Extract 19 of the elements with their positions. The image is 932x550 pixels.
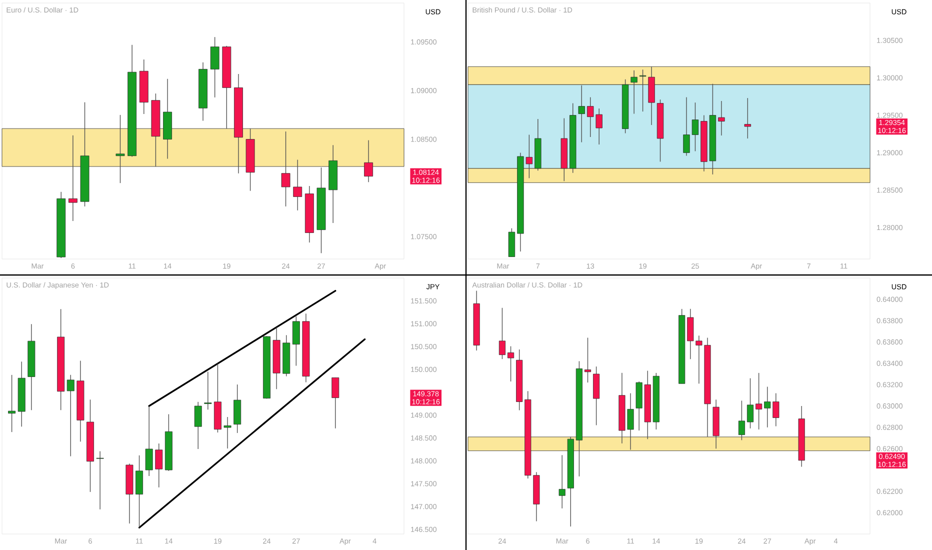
candlestick: [718, 100, 725, 136]
candlestick: [746, 378, 754, 429]
candlestick: [292, 316, 300, 366]
candlestick: [96, 450, 104, 510]
candlestick: [692, 102, 699, 152]
candlestick: [332, 377, 340, 429]
candlestick: [584, 337, 592, 383]
candlestick: [145, 406, 153, 476]
candlestick: [194, 402, 202, 450]
candlestick: [155, 443, 163, 488]
candlestick: [756, 372, 762, 430]
candlestick: [66, 374, 74, 457]
candlestick: [204, 371, 212, 410]
candlestick: [558, 454, 566, 509]
candlestick: [683, 96, 690, 156]
candlestick: [744, 98, 752, 139]
candlestick: [224, 416, 232, 449]
candlestick: [210, 36, 220, 98]
candlestick: [136, 455, 143, 528]
